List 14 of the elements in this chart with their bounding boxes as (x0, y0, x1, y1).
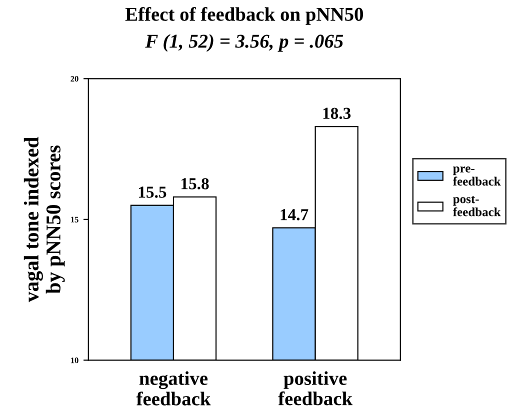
chart-title: Effect of feedback on pNN50 (125, 7, 364, 25)
y-tick-label: 10 (71, 358, 78, 364)
x-tick-label: negative feedback (136, 371, 211, 406)
y-tick-label: 15 (71, 216, 78, 222)
data-label: 15.8 (182, 178, 209, 190)
data-label: 18.3 (323, 108, 351, 120)
legend-label: post- feedback (452, 196, 501, 216)
legend-label: pre- feedback (452, 166, 501, 186)
y-tick-label: 20 (70, 76, 78, 82)
y-axis-title: vagal tone indexed by pNN50 scores (24, 136, 65, 302)
x-tick-label: positive feedback (278, 371, 353, 406)
data-label: 15.5 (138, 186, 166, 198)
data-label: 14.7 (280, 209, 308, 220)
chart-subtitle: F (1, 52) = 3.56, p = .065 (145, 34, 344, 52)
